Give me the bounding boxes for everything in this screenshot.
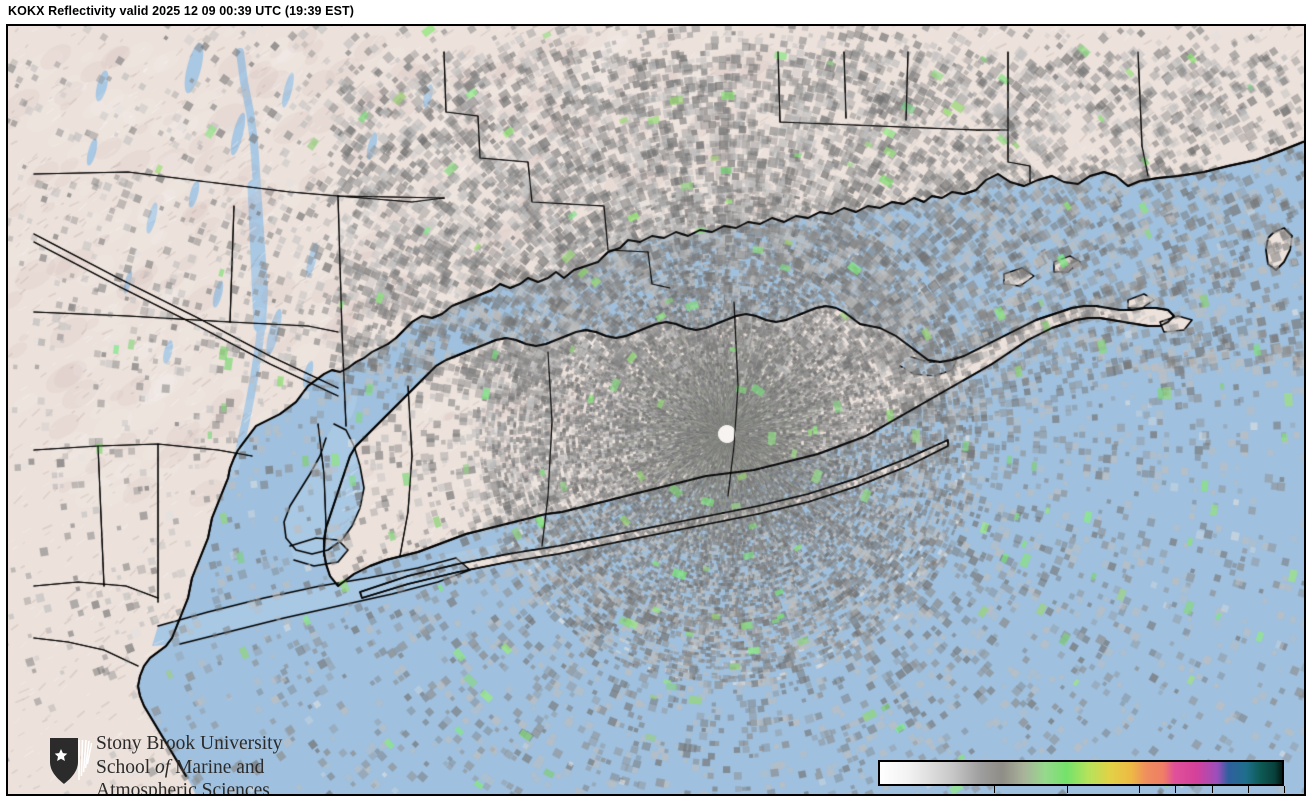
logo-line-2-italic: of <box>155 756 171 778</box>
colorbar-tick-label: 20 <box>1057 793 1076 794</box>
colorbar-tick <box>1247 786 1249 793</box>
colorbar-tick <box>1284 786 1285 793</box>
colorbar-tick-label: 0 <box>989 793 999 794</box>
colorbar-ticks: 0 20 40 50 60 70 80 <box>878 786 1294 794</box>
logo-line-1: Stony Brook University <box>96 733 283 754</box>
radar-map-canvas[interactable] <box>8 26 1304 794</box>
reflectivity-colorbar[interactable]: 0 20 40 50 60 70 80 <box>878 760 1294 794</box>
stony-brook-logo: Stony Brook University School of Marine … <box>48 732 338 796</box>
shield-icon <box>50 738 93 784</box>
colorbar-tick-label: 40 <box>1129 793 1148 794</box>
logo-line-2b: Marine and <box>170 756 265 778</box>
colorbar-tick <box>1139 786 1140 793</box>
colorbar-gradient-box <box>878 760 1284 786</box>
logo-line-2: School of Marine and <box>96 756 282 780</box>
logo-line-3: Atmospheric Sciences <box>96 780 270 796</box>
logo-line-2a: School <box>96 756 156 778</box>
colorbar-tick <box>994 786 995 793</box>
radar-map[interactable]: Stony Brook University School of Marine … <box>6 24 1306 796</box>
logo-text: Stony Brook University School of Marine … <box>96 732 283 796</box>
colorbar-tick <box>1066 786 1068 793</box>
colorbar-tick-label: 80 <box>1274 793 1293 794</box>
colorbar-tick-label: 60 <box>1202 793 1221 794</box>
colorbar-tick-label: 50 <box>1166 793 1185 794</box>
colorbar-tick <box>1175 786 1177 793</box>
colorbar-tick <box>1211 786 1213 793</box>
page-title: KOKX Reflectivity valid 2025 12 09 00:39… <box>8 4 355 18</box>
colorbar-gradient <box>880 762 1282 784</box>
colorbar-tick-label: 70 <box>1238 793 1257 794</box>
